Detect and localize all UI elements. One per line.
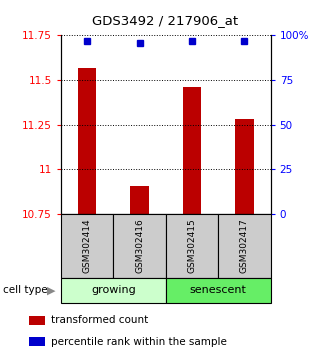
Bar	[61, 214, 114, 278]
Bar	[183, 87, 201, 214]
Bar	[29, 316, 45, 325]
Text: GSM302414: GSM302414	[83, 219, 92, 273]
Bar	[166, 278, 271, 303]
Text: growing: growing	[91, 285, 136, 295]
Bar	[235, 119, 253, 214]
Text: transformed count: transformed count	[51, 315, 148, 325]
Bar	[61, 278, 166, 303]
Bar	[166, 214, 218, 278]
Bar	[218, 214, 271, 278]
Text: cell type: cell type	[3, 285, 48, 295]
Text: GDS3492 / 217906_at: GDS3492 / 217906_at	[92, 14, 238, 27]
Bar	[29, 337, 45, 346]
Bar	[114, 214, 166, 278]
Bar	[78, 68, 96, 214]
Text: GSM302417: GSM302417	[240, 219, 249, 273]
Text: senescent: senescent	[190, 285, 247, 295]
Text: ▶: ▶	[47, 285, 55, 295]
Bar	[130, 185, 149, 214]
Text: GSM302415: GSM302415	[187, 219, 197, 273]
Text: percentile rank within the sample: percentile rank within the sample	[51, 337, 227, 347]
Text: GSM302416: GSM302416	[135, 219, 144, 273]
